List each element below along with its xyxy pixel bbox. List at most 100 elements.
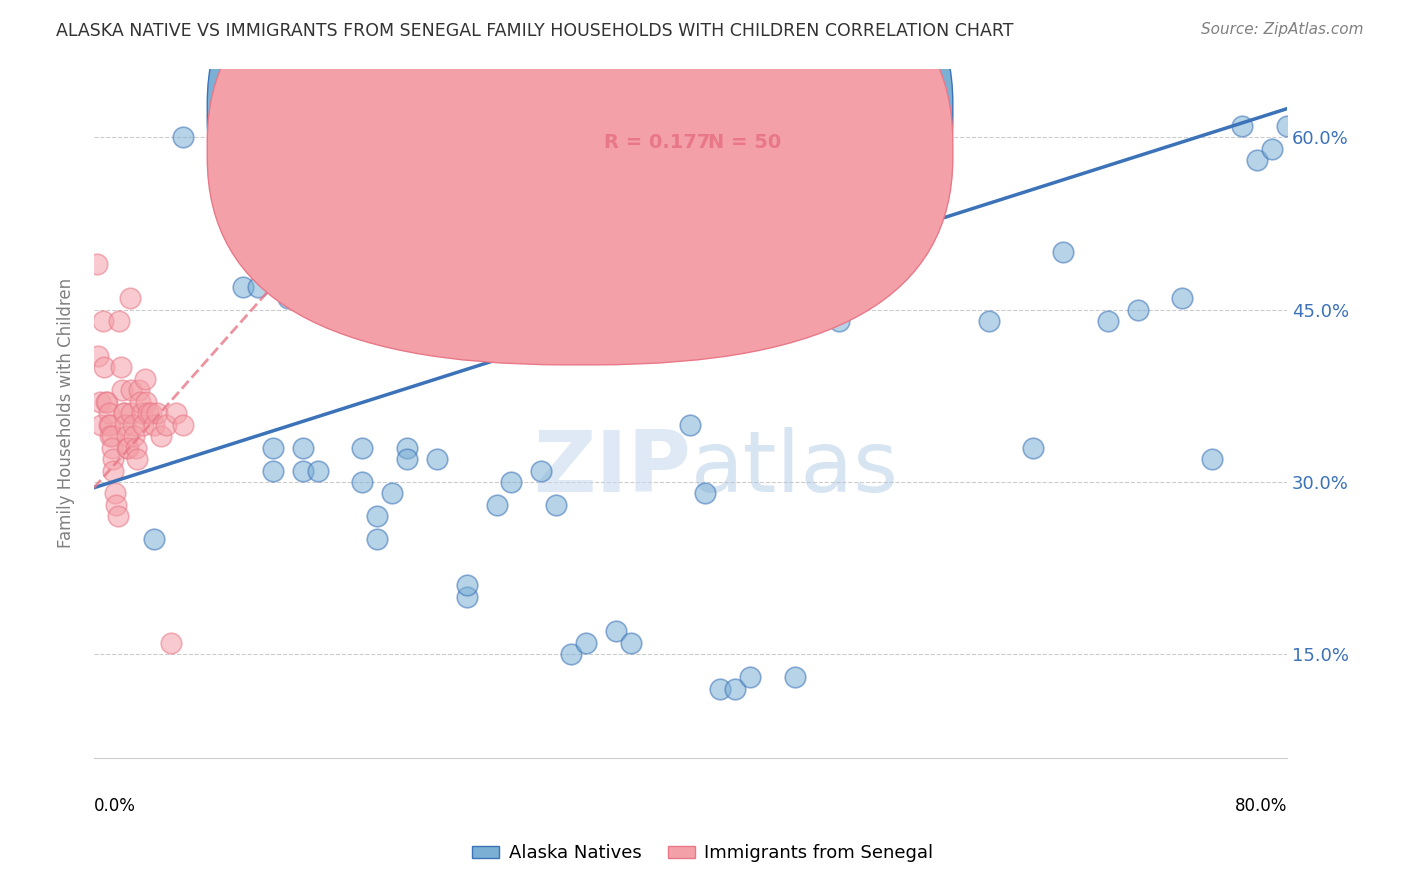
Immigrants from Senegal [111,383,134,397]
Text: ALASKA NATIVE VS IMMIGRANTS FROM SENEGAL FAMILY HOUSEHOLDS WITH CHILDREN CORRELA: ALASKA NATIVE VS IMMIGRANTS FROM SENEGAL… [56,22,1014,40]
Immigrants from Senegal [136,406,159,420]
Immigrants from Senegal [122,429,145,443]
Immigrants from Senegal [97,417,120,432]
Alaska Natives [1126,302,1149,317]
Immigrants from Senegal [120,406,142,420]
Immigrants from Senegal [114,417,136,432]
Alaska Natives [277,291,299,305]
Alaska Natives [456,590,478,604]
Legend: Alaska Natives, Immigrants from Senegal: Alaska Natives, Immigrants from Senegal [465,838,941,870]
FancyBboxPatch shape [541,89,821,178]
Immigrants from Senegal [155,417,177,432]
Immigrants from Senegal [128,383,150,397]
Alaska Natives [679,417,702,432]
Immigrants from Senegal [101,441,124,455]
Alaska Natives [560,648,582,662]
Alaska Natives [307,463,329,477]
Alaska Natives [246,257,269,271]
Alaska Natives [307,268,329,283]
Immigrants from Senegal [103,452,125,467]
Alaska Natives [783,670,806,684]
Alaska Natives [724,681,747,696]
Alaska Natives [142,533,165,547]
Immigrants from Senegal [108,314,131,328]
Alaska Natives [575,636,598,650]
Text: Source: ZipAtlas.com: Source: ZipAtlas.com [1201,22,1364,37]
Alaska Natives [1201,452,1223,467]
Immigrants from Senegal [139,406,162,420]
Alaska Natives [381,486,404,500]
Immigrants from Senegal [172,417,194,432]
Alaska Natives [366,509,388,524]
Immigrants from Senegal [127,452,149,467]
Immigrants from Senegal [98,429,121,443]
Immigrants from Senegal [94,394,117,409]
Text: R = 0.177: R = 0.177 [605,134,711,153]
Immigrants from Senegal [134,371,156,385]
Alaska Natives [620,636,643,650]
Text: atlas: atlas [690,426,898,509]
Alaska Natives [1246,153,1268,168]
Alaska Natives [844,291,866,305]
Immigrants from Senegal [98,417,121,432]
Text: ZIP: ZIP [533,426,690,509]
Alaska Natives [485,498,508,512]
Immigrants from Senegal [160,636,183,650]
Immigrants from Senegal [86,257,108,271]
Alaska Natives [232,279,254,293]
Immigrants from Senegal [115,441,138,455]
Immigrants from Senegal [110,360,132,375]
Alaska Natives [426,452,449,467]
Immigrants from Senegal [145,406,167,420]
FancyBboxPatch shape [207,0,953,327]
Alaska Natives [396,452,419,467]
Alaska Natives [546,498,568,512]
Y-axis label: Family Households with Children: Family Households with Children [58,278,75,549]
Immigrants from Senegal [120,383,142,397]
Alaska Natives [396,441,419,455]
Alaska Natives [291,441,314,455]
Immigrants from Senegal [89,394,111,409]
Immigrants from Senegal [131,406,153,420]
Text: 80.0%: 80.0% [1234,797,1286,814]
Alaska Natives [501,475,523,489]
Immigrants from Senegal [104,486,127,500]
Alaska Natives [738,670,761,684]
Text: N = 50: N = 50 [709,134,782,153]
Alaska Natives [709,681,731,696]
FancyBboxPatch shape [207,0,953,365]
Alaska Natives [321,291,343,305]
Alaska Natives [262,441,284,455]
Immigrants from Senegal [132,417,155,432]
Alaska Natives [650,326,672,340]
Immigrants from Senegal [101,429,124,443]
Alaska Natives [471,337,494,351]
Immigrants from Senegal [129,394,152,409]
Alaska Natives [232,211,254,225]
Alaska Natives [336,314,359,328]
Immigrants from Senegal [117,441,139,455]
Immigrants from Senegal [103,463,125,477]
Immigrants from Senegal [118,291,141,305]
Alaska Natives [411,268,433,283]
Alaska Natives [366,533,388,547]
Alaska Natives [172,130,194,145]
Alaska Natives [1275,119,1298,133]
Immigrants from Senegal [91,314,114,328]
Immigrants from Senegal [112,406,135,420]
Immigrants from Senegal [96,394,118,409]
Alaska Natives [352,441,374,455]
Immigrants from Senegal [87,349,110,363]
Immigrants from Senegal [115,429,138,443]
Immigrants from Senegal [97,406,120,420]
Immigrants from Senegal [112,406,135,420]
Alaska Natives [1261,142,1284,156]
Alaska Natives [352,475,374,489]
Alaska Natives [246,279,269,293]
Alaska Natives [873,257,896,271]
Immigrants from Senegal [107,509,129,524]
Alaska Natives [1171,291,1194,305]
Alaska Natives [262,463,284,477]
Immigrants from Senegal [165,406,187,420]
Alaska Natives [695,486,717,500]
